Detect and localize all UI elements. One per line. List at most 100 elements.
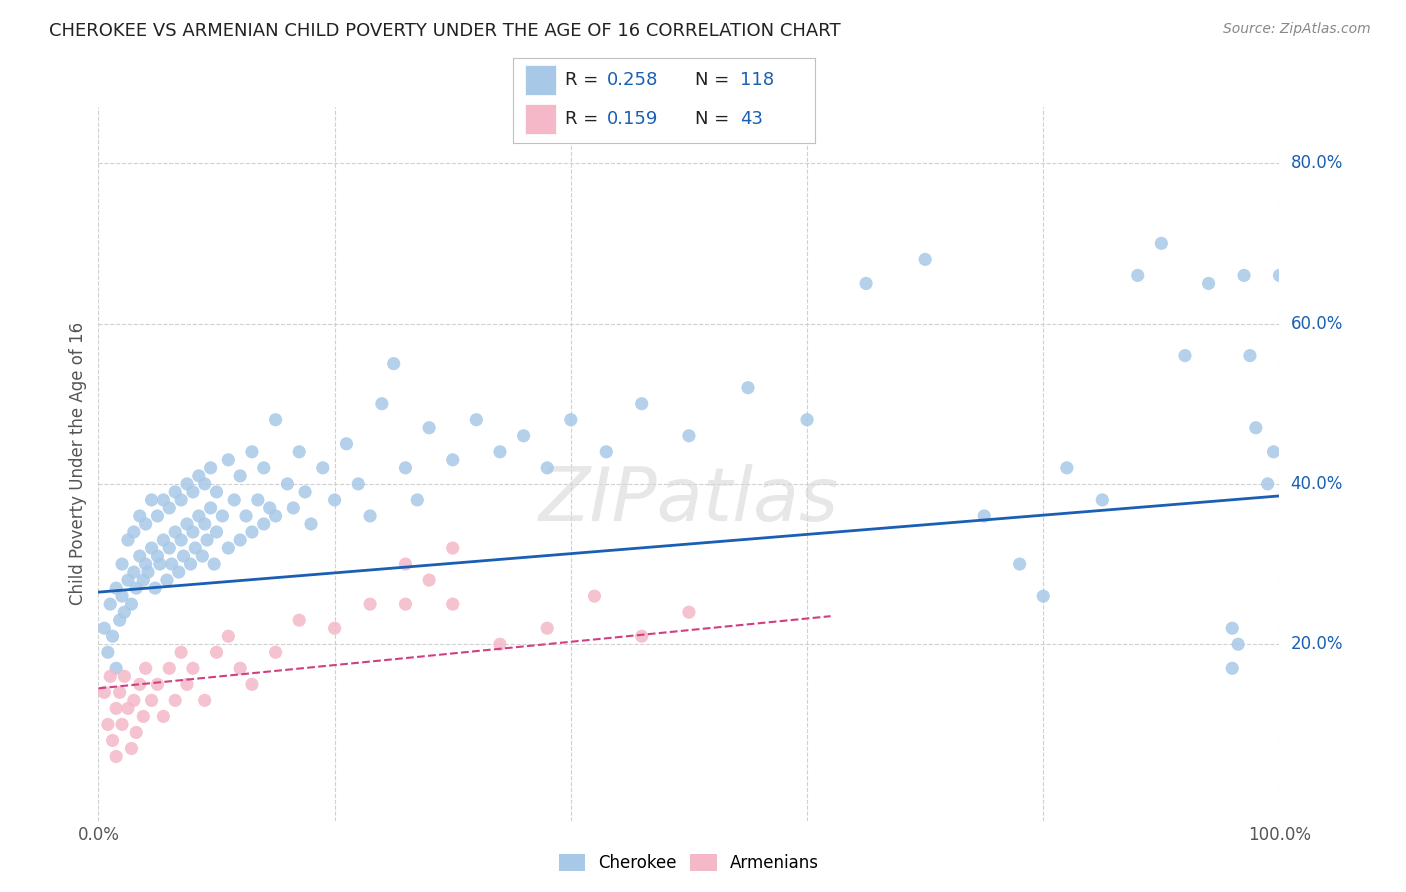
Point [240, 445, 263, 459]
Text: CHEROKEE VS ARMENIAN CHILD POVERTY UNDER THE AGE OF 16 CORRELATION CHART: CHEROKEE VS ARMENIAN CHILD POVERTY UNDER… [49, 22, 841, 40]
Point [406, 492, 429, 507]
Point [200, 500, 222, 515]
Point [1257, 476, 1279, 491]
Point [1126, 268, 1149, 283]
Point [323, 492, 346, 507]
Text: R =: R = [565, 110, 603, 128]
Point [394, 557, 416, 571]
Point [418, 573, 440, 587]
Point [122, 565, 145, 579]
Point [217, 541, 239, 555]
Point [160, 557, 183, 571]
Point [181, 524, 204, 539]
Point [253, 460, 276, 475]
Point [205, 645, 228, 659]
Point [264, 413, 287, 427]
Point [264, 508, 287, 523]
Point [489, 445, 512, 459]
Y-axis label: Child Poverty Under the Age of 16: Child Poverty Under the Age of 16 [69, 322, 87, 606]
Point [117, 533, 139, 547]
Point [165, 484, 187, 499]
Point [441, 597, 464, 611]
Text: R =: R = [565, 71, 603, 89]
Point [512, 429, 534, 443]
Point [630, 397, 652, 411]
Point [246, 492, 269, 507]
Point [165, 524, 187, 539]
Point [1233, 268, 1256, 283]
Point [441, 541, 464, 555]
Point [128, 508, 150, 523]
Point [191, 549, 214, 563]
Point [97, 717, 120, 731]
Point [194, 516, 217, 531]
Point [165, 693, 187, 707]
Point [187, 468, 209, 483]
Point [184, 541, 207, 555]
Point [202, 557, 225, 571]
Point [560, 413, 582, 427]
Point [288, 613, 311, 627]
Point [1263, 445, 1285, 459]
Point [167, 565, 190, 579]
Point [1150, 236, 1173, 251]
Text: 118: 118 [740, 71, 775, 89]
Point [737, 381, 759, 395]
Point [157, 541, 180, 555]
Text: 20.0%: 20.0% [1291, 635, 1343, 653]
Point [595, 445, 617, 459]
Point [253, 516, 276, 531]
Point [98, 597, 121, 611]
Point [135, 516, 157, 531]
Point [170, 533, 193, 547]
Point [200, 460, 222, 475]
Point [141, 693, 163, 707]
Point [418, 421, 440, 435]
Point [194, 693, 217, 707]
Point [855, 277, 877, 291]
Text: 80.0%: 80.0% [1291, 154, 1343, 172]
Point [181, 661, 204, 675]
Point [205, 484, 228, 499]
Point [146, 549, 169, 563]
Point [108, 685, 131, 699]
Point [264, 645, 287, 659]
Text: N =: N = [695, 71, 734, 89]
Point [1268, 268, 1291, 283]
Point [111, 589, 134, 603]
Bar [526, 65, 555, 95]
Point [335, 437, 357, 451]
Point [1174, 349, 1197, 363]
Point [105, 701, 128, 715]
Point [128, 677, 150, 691]
Point [371, 397, 394, 411]
Point [181, 484, 204, 499]
Point [394, 597, 416, 611]
Point [1198, 277, 1220, 291]
Point [1244, 421, 1267, 435]
Point [323, 621, 346, 635]
Point [117, 701, 139, 715]
Point [240, 524, 263, 539]
Point [121, 597, 143, 611]
Point [1008, 557, 1031, 571]
Point [157, 661, 180, 675]
Point [1239, 349, 1261, 363]
Point [205, 524, 228, 539]
Point [156, 573, 179, 587]
Point [441, 453, 464, 467]
Point [122, 524, 145, 539]
Point [135, 661, 157, 675]
Point [187, 508, 209, 523]
Point [217, 629, 239, 643]
Point [135, 557, 157, 571]
Point [146, 677, 169, 691]
Point [111, 717, 134, 731]
Point [240, 677, 263, 691]
Point [170, 492, 193, 507]
Point [1091, 492, 1114, 507]
Bar [526, 103, 555, 134]
Point [132, 709, 155, 723]
Point [143, 581, 166, 595]
Point [229, 468, 252, 483]
